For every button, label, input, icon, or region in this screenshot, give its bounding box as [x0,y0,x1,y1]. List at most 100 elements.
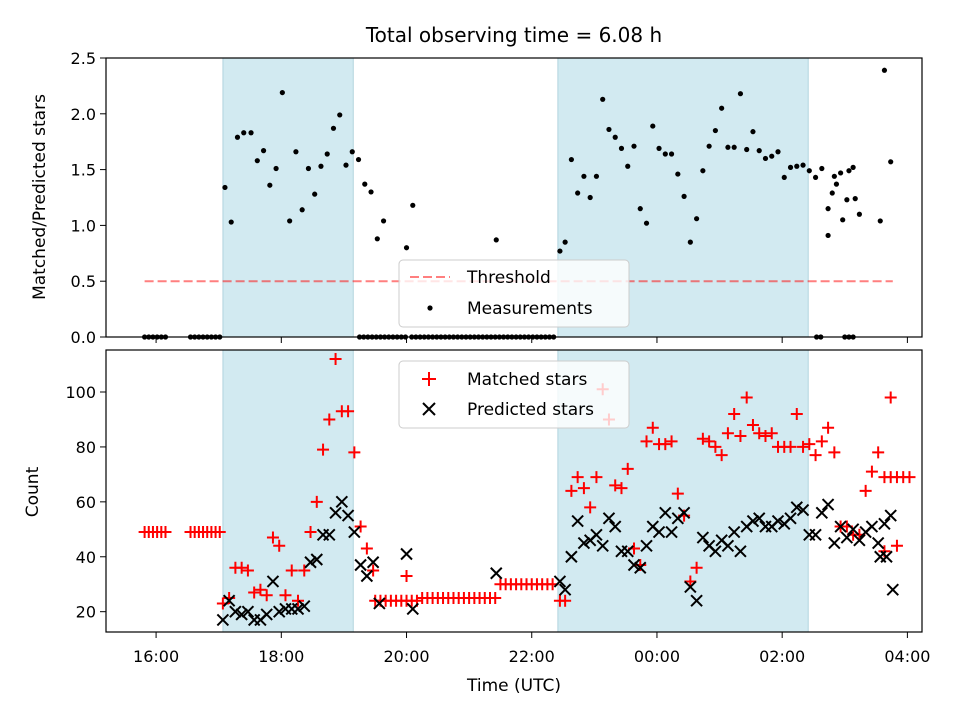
matched-star-point [367,564,380,577]
measurement-point [324,151,330,157]
measurement-point [273,165,279,172]
bottom-xtick-label: 22:00 [509,647,555,666]
measurement-point [410,202,416,208]
measurement-point [877,218,883,224]
measurement-point [248,130,254,136]
measurement-point [318,163,324,169]
matched-star-point [890,539,903,552]
matched-star-point [696,432,709,445]
predicted-star-point [602,512,616,525]
matched-star-point [310,495,323,508]
matched-star-point [709,440,722,453]
measurement-point [267,182,273,188]
bottom-xtick-label: 02:00 [759,647,805,666]
measurement-point [856,211,862,217]
predicted-star-point [884,509,897,522]
predicted-star-point [310,553,323,566]
matched-star-point [803,438,816,451]
matched-star-point [266,531,279,544]
measurement-point [852,196,858,202]
predicted-star-point [753,512,766,525]
measurement-point [756,148,762,154]
matched-star-point [317,443,330,456]
measurement-point [844,197,850,203]
matched-star-point [342,405,355,418]
predicted-star-point [846,523,860,536]
matched-star-point [360,542,373,555]
predicted-star-point [335,495,349,509]
matched-star-point [815,435,828,448]
predicted-star-point [571,514,584,528]
measurement-point [806,168,812,174]
predicted-star-point [634,561,647,574]
measurement-point [829,190,835,196]
predicted-star-point [406,602,419,616]
matched-star-point [159,526,172,539]
measurement-point [833,181,840,187]
predicted-star-point [809,528,822,542]
measurement-point [349,149,355,155]
matched-star-point [684,575,697,588]
measurement-point [575,190,581,196]
matched-star-point [753,427,766,440]
predicted-star-point [865,520,879,533]
matched-star-point [323,413,336,426]
predicted-star-point [815,506,829,520]
measurement-point [493,237,499,243]
matched-star-point [248,586,261,599]
measurement-point [775,149,781,155]
matched-star-point [615,482,628,495]
matched-star-point [304,526,317,539]
measurement-point [840,217,846,223]
predicted-star-point [241,605,255,618]
predicted-star-point [880,550,893,563]
matched-star-point [400,569,413,582]
matched-star-point [665,435,678,448]
predicted-star-point [834,520,847,533]
top-ytick-label: 0.5 [71,272,96,291]
predicted-star-point [734,545,747,558]
bottom-plot-frame [105,349,923,633]
measurement-point [846,168,852,174]
legend-threshold-label: Threshold [466,268,551,288]
matched-star-point [260,589,273,602]
measurement-point [241,130,247,136]
matched-star-point [872,446,885,459]
predicted-star-point [553,575,567,588]
predicted-star-point [840,531,854,544]
measurement-point [612,134,618,140]
top-plot-frame [105,57,923,338]
matched-star-point [254,583,267,596]
measurement-point [222,184,228,191]
predicted-star-point [490,567,503,580]
measurement-point [750,129,756,135]
predicted-star-point [771,514,785,528]
predicted-star-point [216,613,230,627]
matched-star-point [740,391,753,404]
matched-star-point [721,427,734,440]
matched-star-point [348,446,361,459]
measurement-point [825,232,831,239]
bottom-x-axis: 16:00 18:00 20:00 22:00 00:00 02:00 04:00 [133,632,930,666]
measurement-point [650,123,656,129]
predicted-star-point [291,602,305,616]
predicted-star-point [821,498,835,511]
predicted-star-point [323,528,336,542]
predicted-star-point [360,569,374,583]
predicted-star-point [871,536,885,550]
predicted-star-point [746,514,760,528]
bottom-xtick-label: 20:00 [383,647,429,666]
matched-star-point [884,391,897,404]
measurement-point [293,149,299,155]
bottom-xtick-label: 16:00 [133,647,179,666]
bottom-xtick-label: 04:00 [884,647,930,666]
predicted-star-point [790,501,803,514]
top-ytick-label: 1.0 [71,216,96,235]
predicted-star-point [273,605,286,618]
measurement-point [681,193,687,199]
matched-star-point [784,440,797,453]
matched-star-point [609,479,622,492]
matched-star-point [715,449,728,462]
predicted-star-point [400,547,413,561]
predicted-star-point [577,536,591,550]
